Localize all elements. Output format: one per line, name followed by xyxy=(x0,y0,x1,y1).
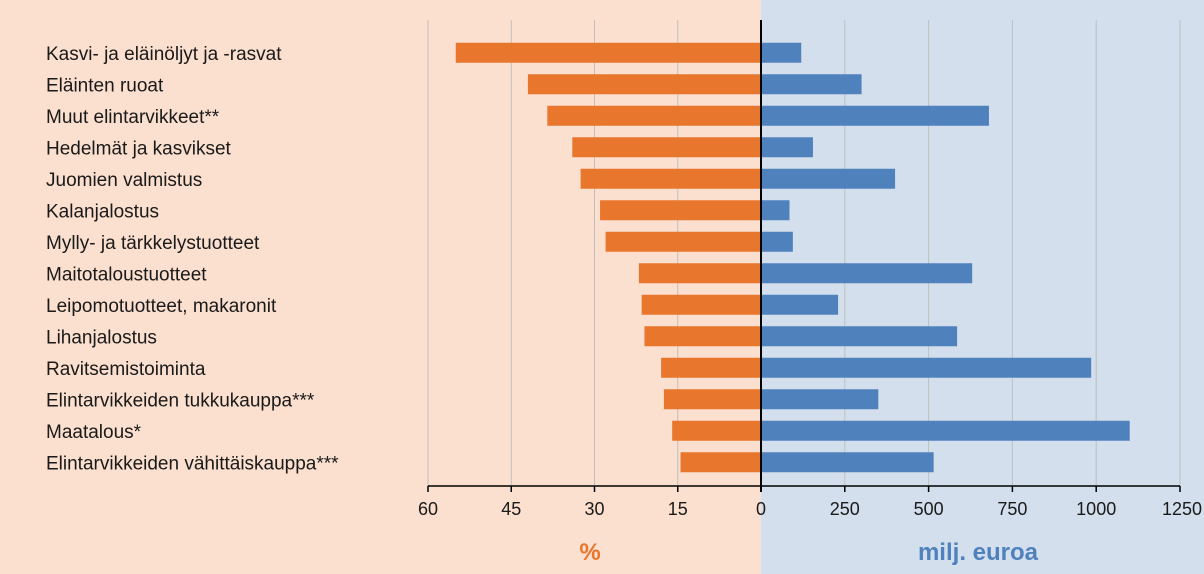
category-label: Elintarvikkeiden vähittäiskauppa*** xyxy=(46,453,339,474)
bar-euro xyxy=(761,105,989,126)
bar-euro xyxy=(761,231,793,252)
category-label: Hedelmät ja kasvikset xyxy=(46,138,232,159)
bar-percent xyxy=(547,105,761,126)
tick-label: 0 xyxy=(756,499,766,519)
tick-label: 60 xyxy=(418,499,438,519)
bar-percent xyxy=(605,231,761,252)
category-label: Maitotaloustuotteet xyxy=(46,264,207,285)
bar-percent xyxy=(638,263,761,284)
bar-percent xyxy=(641,294,761,315)
bar-euro xyxy=(761,263,973,284)
tick-label: 15 xyxy=(668,499,688,519)
bar-percent xyxy=(600,200,761,221)
tick-label: 750 xyxy=(997,499,1027,519)
left-axis-title: % xyxy=(579,539,600,566)
bar-euro xyxy=(761,357,1092,378)
bars xyxy=(455,42,1130,473)
category-label: Kalanjalostus xyxy=(46,201,159,222)
bar-percent xyxy=(672,420,761,441)
category-label: Kasvi- ja eläinöljyt ja -rasvat xyxy=(46,44,282,65)
category-label: Maatalous* xyxy=(46,422,142,443)
category-label: Mylly- ja tärkkelystuotteet xyxy=(46,233,260,254)
category-label: Elintarvikkeiden tukkukauppa*** xyxy=(46,390,315,411)
bar-percent xyxy=(644,326,761,347)
bar-euro xyxy=(761,168,896,189)
tick-label: 30 xyxy=(584,499,604,519)
tick-label: 1000 xyxy=(1076,499,1116,519)
bar-percent xyxy=(572,137,761,158)
tick-label: 1250 xyxy=(1162,499,1202,519)
bar-euro xyxy=(761,294,839,315)
bar-euro xyxy=(761,326,958,347)
bar-euro xyxy=(761,420,1130,441)
bar-euro xyxy=(761,137,813,158)
right-axis-title: milj. euroa xyxy=(918,539,1039,566)
right-panel-background xyxy=(761,0,1204,574)
bar-euro xyxy=(761,74,862,95)
bar-euro xyxy=(761,200,790,221)
category-label: Juomien valmistus xyxy=(46,170,202,191)
bar-percent xyxy=(527,74,761,95)
tick-label: 250 xyxy=(830,499,860,519)
bar-percent xyxy=(661,357,761,378)
category-labels: Kasvi- ja eläinöljyt ja -rasvat Eläinten … xyxy=(46,44,339,475)
bar-euro xyxy=(761,389,879,410)
bar-percent xyxy=(680,452,761,473)
category-label: Eläinten ruoat xyxy=(46,75,164,96)
bar-percent xyxy=(580,168,761,189)
bar-euro xyxy=(761,42,802,63)
left-panel-background xyxy=(0,0,761,574)
category-label: Ravitsemistoiminta xyxy=(46,359,206,380)
category-label: Muut elintarvikkeet** xyxy=(46,107,220,128)
category-label: Lihanjalostus xyxy=(46,327,157,348)
category-label: Leipomotuotteet, makaronit xyxy=(46,296,277,317)
bar-euro xyxy=(761,452,934,473)
tick-label: 500 xyxy=(914,499,944,519)
tick-label: 45 xyxy=(501,499,521,519)
bar-percent xyxy=(663,389,761,410)
axes xyxy=(427,20,1181,492)
tick-labels: 60 45 30 15 0 250 500 750 1000 1250 xyxy=(418,499,1202,519)
bar-percent xyxy=(455,42,761,63)
